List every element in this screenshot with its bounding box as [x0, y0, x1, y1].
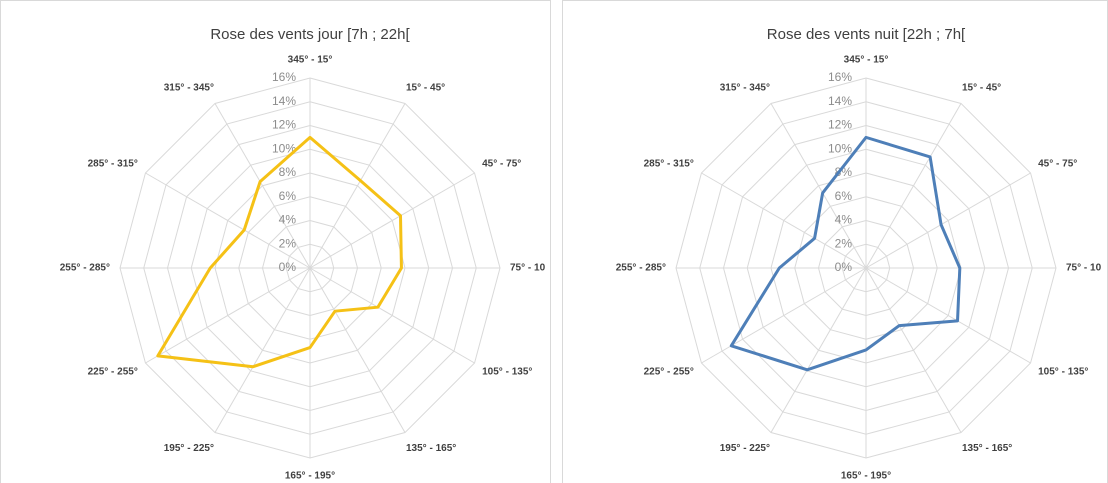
data-line [156, 135, 403, 369]
spoke [309, 267, 475, 364]
chart-title: Rose des vents jour [7h ; 22h[ [210, 26, 410, 43]
spoke [865, 267, 962, 433]
spoke [770, 103, 867, 269]
chart: Rose des vents jour [7h ; 22h[ 345° - 15°… [0, 0, 551, 483]
spoke [145, 172, 311, 269]
category-label: 225° - 255° [644, 367, 694, 378]
tick-label: 0% [279, 260, 297, 274]
category-label: 15° - 45° [962, 83, 1001, 94]
spoke [309, 103, 406, 269]
category-label: 345° - 15° [288, 55, 333, 66]
category-label: 135° - 165° [962, 443, 1012, 454]
category-label: 195° - 225° [164, 443, 214, 454]
category-label: 195° - 225° [720, 443, 770, 454]
tick-label: 6% [835, 189, 853, 203]
category-label: 45° - 75° [1038, 159, 1077, 170]
spoke [214, 103, 311, 269]
spoke [309, 267, 406, 433]
category-label: 255° - 285° [616, 263, 666, 274]
category-label: 255° - 285° [60, 263, 110, 274]
category-label: 225° - 255° [88, 367, 138, 378]
category-label: 345° - 15° [844, 55, 889, 66]
tick-label: 4% [279, 213, 297, 227]
tick-label: 8% [835, 165, 853, 179]
spoke [701, 267, 867, 364]
spoke [865, 172, 1031, 269]
category-label: 165° - 195° [841, 471, 891, 482]
tick-label: 10% [828, 141, 852, 155]
category-label: 45° - 75° [482, 159, 521, 170]
tick-label: 16% [828, 70, 852, 84]
data-line [729, 135, 962, 372]
tick-label: 2% [835, 236, 853, 250]
tick-label: 14% [828, 94, 852, 108]
tick-label: 6% [279, 189, 297, 203]
category-label: 105° - 135° [1038, 367, 1088, 378]
category-label: 75° - 10 [510, 263, 546, 274]
tick-label: 12% [272, 118, 296, 132]
tick-label: 16% [272, 70, 296, 84]
category-label: 315° - 345° [720, 83, 770, 94]
tick-label: 8% [279, 165, 297, 179]
tick-label: 10% [272, 141, 296, 155]
tick-label: 14% [272, 94, 296, 108]
category-label: 75° - 10 [1066, 263, 1102, 274]
category-label: 15° - 45° [406, 83, 445, 94]
chart-title: Rose des vents nuit [22h ; 7h[ [767, 26, 966, 43]
spoke [309, 172, 475, 269]
chart: Rose des vents nuit [22h ; 7h[ 345° - 15°… [562, 0, 1108, 483]
category-label: 285° - 315° [88, 159, 138, 170]
tick-label: 2% [279, 236, 297, 250]
category-label: 165° - 195° [285, 471, 335, 482]
chart-border [0, 0, 551, 483]
tick-label: 12% [828, 118, 852, 132]
spoke [865, 267, 1031, 364]
spoke [145, 267, 311, 364]
spoke [214, 267, 311, 433]
category-label: 105° - 135° [482, 367, 532, 378]
spoke [865, 103, 962, 269]
tick-label: 4% [835, 213, 853, 227]
category-label: 135° - 165° [406, 443, 456, 454]
category-label: 315° - 345° [164, 83, 214, 94]
category-label: 285° - 315° [644, 159, 694, 170]
spoke [701, 172, 867, 269]
tick-label: 0% [835, 260, 853, 274]
spoke [770, 267, 867, 433]
